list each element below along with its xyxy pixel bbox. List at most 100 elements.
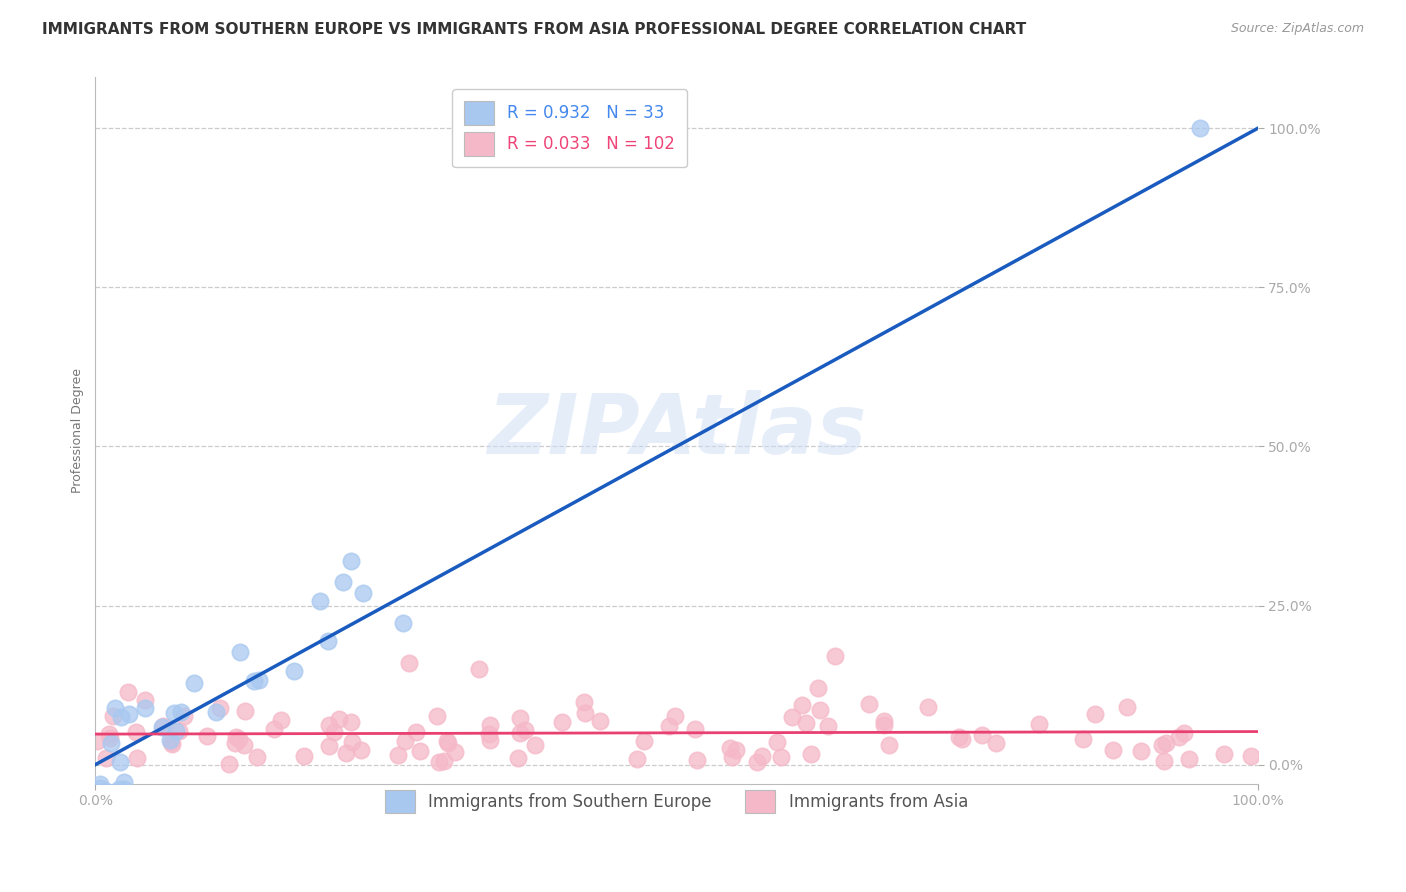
Point — [86, 734, 108, 748]
Point — [824, 649, 846, 664]
Point — [658, 719, 681, 733]
Point — [228, 731, 250, 746]
Point — [292, 749, 315, 764]
Point — [392, 616, 415, 631]
Point — [873, 714, 896, 729]
Point — [970, 728, 993, 742]
Point — [506, 751, 529, 765]
Point — [405, 725, 427, 739]
Point — [309, 593, 332, 607]
Point — [249, 673, 271, 687]
Text: Source: ZipAtlas.com: Source: ZipAtlas.com — [1230, 22, 1364, 36]
Point — [872, 718, 894, 732]
Point — [335, 746, 357, 760]
Point — [232, 738, 254, 752]
Point — [800, 747, 823, 762]
Point — [950, 732, 973, 747]
Point — [807, 681, 830, 695]
Point — [170, 705, 193, 719]
Point — [551, 714, 574, 729]
Point — [745, 755, 768, 769]
Point — [1073, 732, 1095, 747]
Point — [100, 735, 122, 749]
Point — [1152, 739, 1174, 753]
Point — [1084, 707, 1107, 722]
Point — [1130, 744, 1153, 758]
Text: IMMIGRANTS FROM SOUTHERN EUROPE VS IMMIGRANTS FROM ASIA PROFESSIONAL DEGREE CORR: IMMIGRANTS FROM SOUTHERN EUROPE VS IMMIG… — [42, 22, 1026, 37]
Point — [478, 727, 501, 741]
Point — [173, 709, 195, 723]
Point — [751, 749, 773, 764]
Point — [349, 742, 371, 756]
Point — [340, 554, 363, 568]
Point — [509, 726, 531, 740]
Point — [1102, 742, 1125, 756]
Point — [163, 706, 186, 720]
Point — [478, 718, 501, 732]
Point — [780, 709, 803, 723]
Point — [159, 735, 181, 749]
Point — [104, 701, 127, 715]
Point — [720, 750, 742, 764]
Point — [107, 782, 129, 797]
Point — [94, 751, 117, 765]
Point — [683, 722, 706, 736]
Point — [101, 709, 124, 723]
Point — [101, 789, 124, 804]
Point — [1168, 730, 1191, 744]
Point — [877, 738, 900, 752]
Point — [243, 674, 266, 689]
Point — [134, 693, 156, 707]
Point — [112, 775, 135, 789]
Point — [283, 664, 305, 678]
Point — [270, 713, 292, 727]
Point — [235, 704, 257, 718]
Point — [108, 755, 131, 769]
Point — [626, 752, 648, 766]
Point — [686, 753, 709, 767]
Point — [725, 743, 748, 757]
Point — [328, 712, 350, 726]
Point — [118, 707, 141, 722]
Point — [468, 662, 491, 676]
Point — [443, 745, 465, 759]
Point — [572, 695, 595, 709]
Point — [1028, 716, 1050, 731]
Point — [858, 697, 880, 711]
Point — [794, 715, 817, 730]
Point — [340, 735, 363, 749]
Point — [112, 782, 135, 797]
Point — [208, 700, 231, 714]
Point — [574, 706, 596, 721]
Point — [436, 733, 458, 747]
Point — [94, 784, 117, 798]
Point — [318, 739, 340, 753]
Point — [352, 586, 374, 600]
Point — [134, 701, 156, 715]
Point — [394, 734, 416, 748]
Point — [110, 710, 132, 724]
Point — [98, 727, 121, 741]
Point — [1188, 121, 1211, 136]
Point — [1173, 726, 1195, 740]
Point — [339, 714, 361, 729]
Point — [1212, 747, 1234, 761]
Point — [159, 733, 181, 747]
Point — [89, 780, 111, 795]
Point — [165, 723, 187, 738]
Point — [1153, 754, 1175, 768]
Point — [633, 733, 655, 747]
Point — [984, 736, 1007, 750]
Point — [332, 575, 354, 590]
Point — [150, 720, 173, 734]
Point — [948, 730, 970, 744]
Point — [917, 700, 939, 714]
Point — [167, 723, 190, 738]
Point — [509, 711, 531, 725]
Point — [523, 739, 546, 753]
Point — [263, 722, 285, 736]
Point — [770, 749, 793, 764]
Point — [664, 708, 686, 723]
Point — [433, 754, 456, 768]
Point — [117, 685, 139, 699]
